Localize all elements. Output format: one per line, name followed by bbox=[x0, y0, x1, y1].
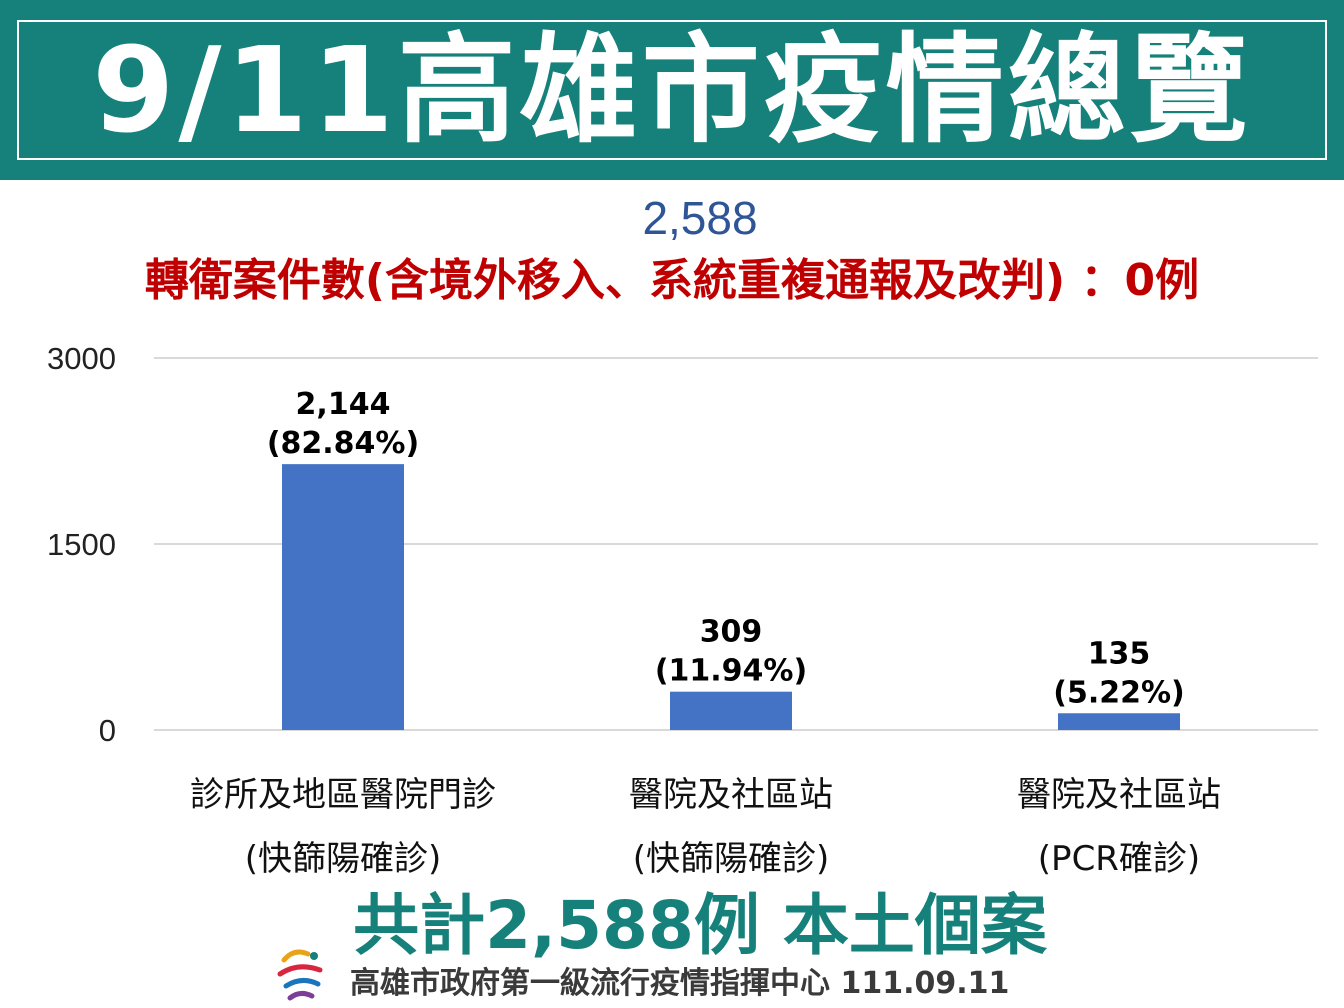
header-frame bbox=[17, 20, 1327, 160]
bar bbox=[282, 464, 404, 730]
kaohsiung-logo-icon bbox=[277, 949, 323, 1001]
data-label-value: 309 bbox=[700, 615, 763, 650]
y-tick-label: 0 bbox=[99, 713, 116, 748]
category-label: (快篩陽確診) bbox=[245, 839, 442, 879]
category-label: 診所及地區醫院門診 bbox=[190, 775, 496, 815]
data-label-percent: (5.22%) bbox=[1053, 675, 1185, 710]
data-label-percent: (82.84%) bbox=[267, 426, 419, 461]
y-tick-label: 3000 bbox=[47, 341, 116, 376]
transfer-note: 轉衛案件數(含境外移入、系統重複通報及改判) ：0例 bbox=[144, 255, 1200, 306]
category-label: 醫院及社區站 bbox=[1017, 775, 1221, 815]
y-tick-label: 1500 bbox=[47, 527, 116, 562]
category-label: 醫院及社區站 bbox=[629, 775, 833, 815]
total-count: 2,588 bbox=[642, 192, 758, 244]
data-label-value: 135 bbox=[1088, 636, 1151, 671]
credit-line: 高雄市政府第一級流行疫情指揮中心 111.09.11 bbox=[350, 966, 1010, 1001]
data-label-value: 2,144 bbox=[296, 387, 391, 422]
footer-total: 共計2,588例 本土個案 bbox=[353, 887, 1047, 964]
category-label: (快篩陽確診) bbox=[633, 839, 830, 879]
page-title: 9/11高雄市疫情總覽 bbox=[92, 21, 1252, 159]
bar-chart: 0 1500 3000 2,144 (82.84%) 診所及地區醫院門診 (快篩陽確診) 30… bbox=[47, 341, 1318, 879]
header-banner: 9/11高雄市疫情總覽 bbox=[0, 0, 1344, 180]
bar bbox=[670, 691, 792, 730]
data-label-percent: (11.94%) bbox=[655, 654, 807, 689]
category-label: (PCR確診) bbox=[1038, 839, 1200, 879]
bar bbox=[1058, 713, 1180, 730]
